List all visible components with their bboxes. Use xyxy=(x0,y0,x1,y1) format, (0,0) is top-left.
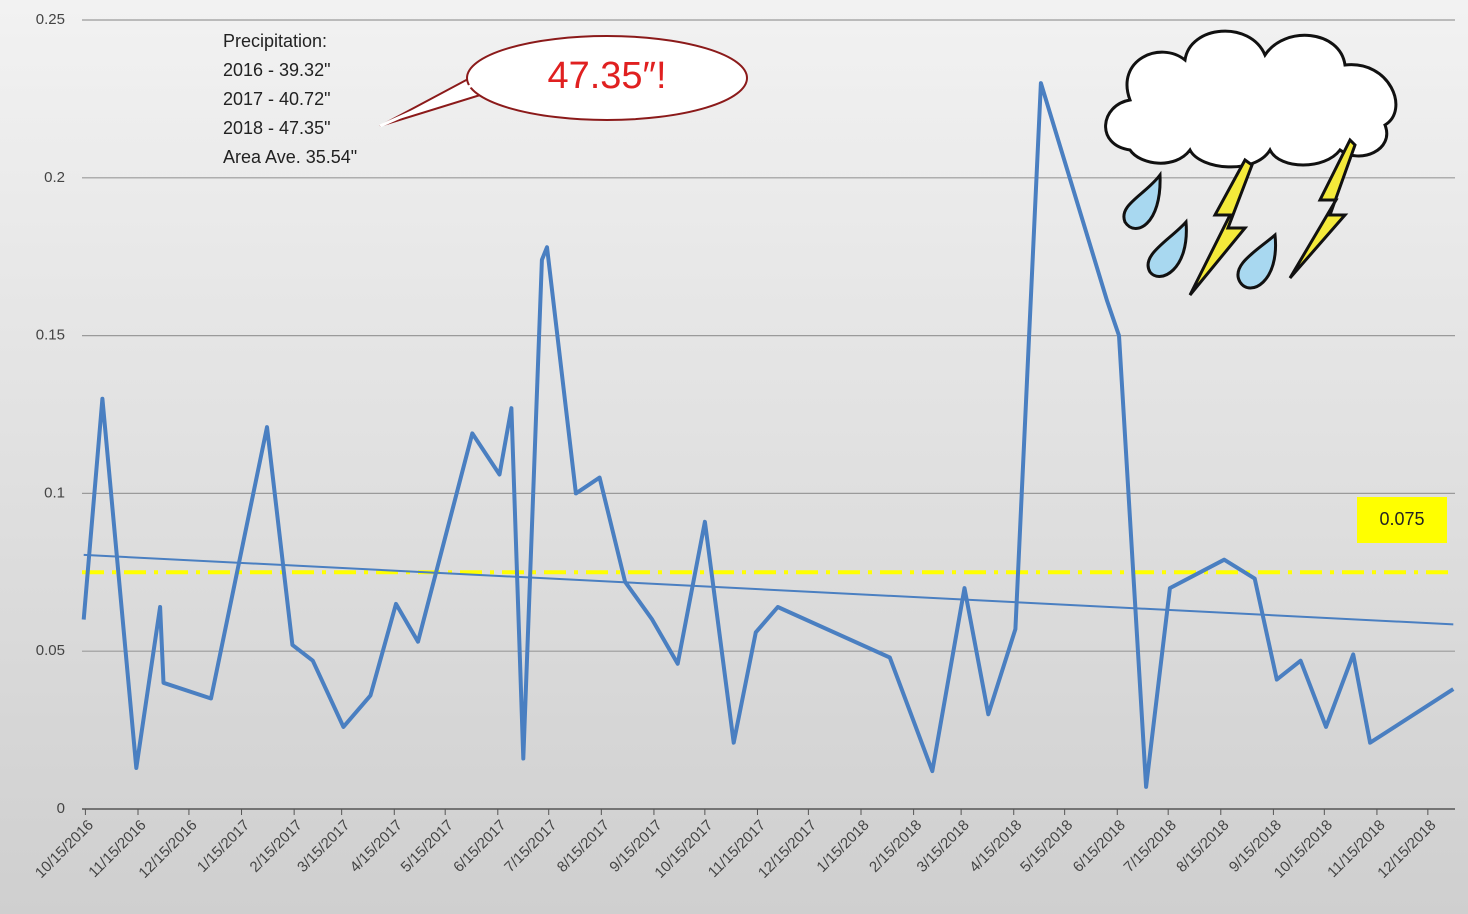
annotation: Precipitation: 2016 - 39.32" 2017 - 40.72"… xyxy=(223,31,357,167)
y-tick-label: 0.1 xyxy=(44,484,65,501)
plot xyxy=(81,81,1455,789)
data-line xyxy=(81,81,1455,789)
y-tick-label: 0.05 xyxy=(36,642,65,659)
annotation-line: 2018 - 47.35" xyxy=(223,118,330,138)
storm-icon xyxy=(1104,29,1398,296)
reference-label: 0.075 xyxy=(1379,509,1424,529)
callout-joint xyxy=(379,82,476,128)
annotation-line: 2016 - 39.32" xyxy=(223,60,330,80)
annotation-line: Precipitation: xyxy=(223,31,327,51)
reference-label-box xyxy=(1357,497,1447,543)
annotation-line: Area Ave. 35.54" xyxy=(223,147,357,167)
callout-bubble xyxy=(466,35,748,121)
y-tick-label: 0.2 xyxy=(44,169,65,186)
y-tick-label: 0.15 xyxy=(36,327,65,344)
trendline xyxy=(83,553,1454,626)
annotation-line: 2017 - 40.72" xyxy=(223,89,330,109)
y-tick-label: 0.25 xyxy=(36,11,65,28)
y-tick-label: 0 xyxy=(57,800,65,817)
callout-text: 47.35″! xyxy=(547,55,666,97)
